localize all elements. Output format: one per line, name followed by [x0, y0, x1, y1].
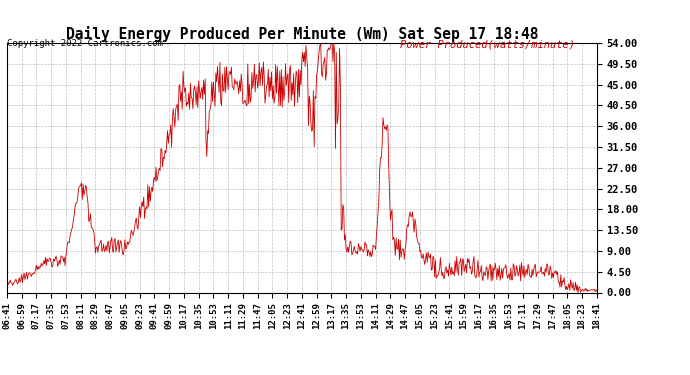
Text: Copyright 2022 Cartronics.com: Copyright 2022 Cartronics.com: [7, 39, 163, 48]
Text: Power Produced(watts/minute): Power Produced(watts/minute): [400, 39, 575, 50]
Title: Daily Energy Produced Per Minute (Wm) Sat Sep 17 18:48: Daily Energy Produced Per Minute (Wm) Sa…: [66, 26, 538, 42]
